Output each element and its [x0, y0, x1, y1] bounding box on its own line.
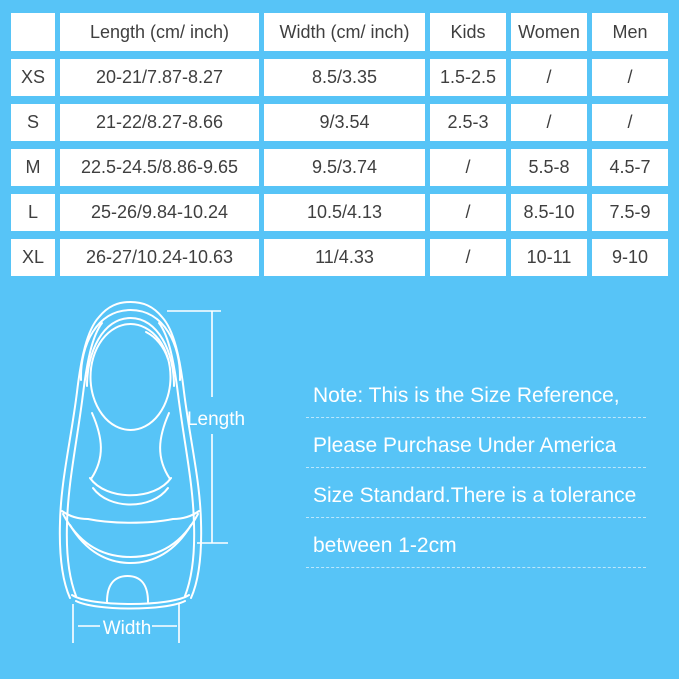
fin-heel-arch [106, 574, 149, 603]
table-cell: 9/3.54 [264, 104, 425, 141]
note-line: Please Purchase Under America [306, 433, 646, 468]
table-cell: 9-10 [592, 239, 668, 276]
table-cell: 2.5-3 [430, 104, 506, 141]
table-cell: 22.5-24.5/8.86-9.65 [60, 149, 259, 186]
fin-toe-highlight-arc [145, 331, 169, 360]
row-label-xl: XL [11, 239, 55, 276]
table-cell: 5.5-8 [511, 149, 587, 186]
table-cell: / [511, 104, 587, 141]
table-cell: 10-11 [511, 239, 587, 276]
fin-lower-arc-inner [69, 524, 192, 565]
table-cell: / [430, 239, 506, 276]
table-cell: 8.5/3.35 [264, 59, 425, 96]
width-dimension-label: Width [103, 618, 152, 639]
fin-tip-arc-outer [79, 308, 182, 381]
table-cell: / [592, 59, 668, 96]
table-cell: 10.5/4.13 [264, 194, 425, 231]
fin-lower-arc-outer [62, 513, 199, 559]
fin-pocket-curve-right [159, 412, 171, 480]
fin-pocket-lens-top [89, 477, 172, 497]
fin-inner-edge-left [65, 322, 103, 597]
dimension-lines [72, 310, 228, 643]
table-cell: 21-22/8.27-8.66 [60, 104, 259, 141]
table-cell: 7.5-9 [592, 194, 668, 231]
fin-outer-outline [58, 300, 203, 599]
fin-shelf-line [61, 510, 200, 524]
fin-toe-opening [89, 323, 172, 431]
fin-bottom-rim-outer [71, 594, 190, 605]
table-cell: / [430, 194, 506, 231]
table-cell: 9.5/3.74 [264, 149, 425, 186]
fin-outline-drawing [58, 300, 203, 610]
length-dimension-label: Length [187, 409, 245, 430]
table-cell: 25-26/9.84-10.24 [60, 194, 259, 231]
table-cell: 20-21/7.87-8.27 [60, 59, 259, 96]
table-cell: 8.5-10 [511, 194, 587, 231]
note-line: Size Standard.There is a tolerance [306, 483, 646, 518]
row-label-l: L [11, 194, 55, 231]
row-label-xs: XS [11, 59, 55, 96]
column-header-kids: Kids [430, 13, 506, 51]
fin-pocket-lens-bottom [92, 487, 169, 506]
column-header-women: Women [511, 13, 587, 51]
fin-tip-arc-inner [86, 316, 175, 387]
table-cell: / [592, 104, 668, 141]
size-table: Length (cm/ inch) Width (cm/ inch) Kids … [11, 13, 668, 276]
table-cell: 4.5-7 [592, 149, 668, 186]
row-label-m: M [11, 149, 55, 186]
fin-inner-edge-right [158, 322, 196, 597]
column-header-width: Width (cm/ inch) [264, 13, 425, 51]
note-line: between 1-2cm [306, 533, 646, 568]
table-cell: 1.5-2.5 [430, 59, 506, 96]
swim-fin-diagram: Length Width [58, 300, 245, 643]
table-cell: 11/4.33 [264, 239, 425, 276]
row-label-s: S [11, 104, 55, 141]
table-cell: / [511, 59, 587, 96]
column-header-men: Men [592, 13, 668, 51]
fin-pocket-curve-left [90, 412, 102, 480]
size-note: Note: This is the Size Reference, Please… [306, 383, 646, 583]
table-cell: / [430, 149, 506, 186]
note-line: Note: This is the Size Reference, [306, 383, 646, 418]
table-cell: 26-27/10.24-10.63 [60, 239, 259, 276]
column-header-length: Length (cm/ inch) [60, 13, 259, 51]
fin-bottom-rim-inner [75, 600, 186, 610]
column-header-size [11, 13, 55, 51]
